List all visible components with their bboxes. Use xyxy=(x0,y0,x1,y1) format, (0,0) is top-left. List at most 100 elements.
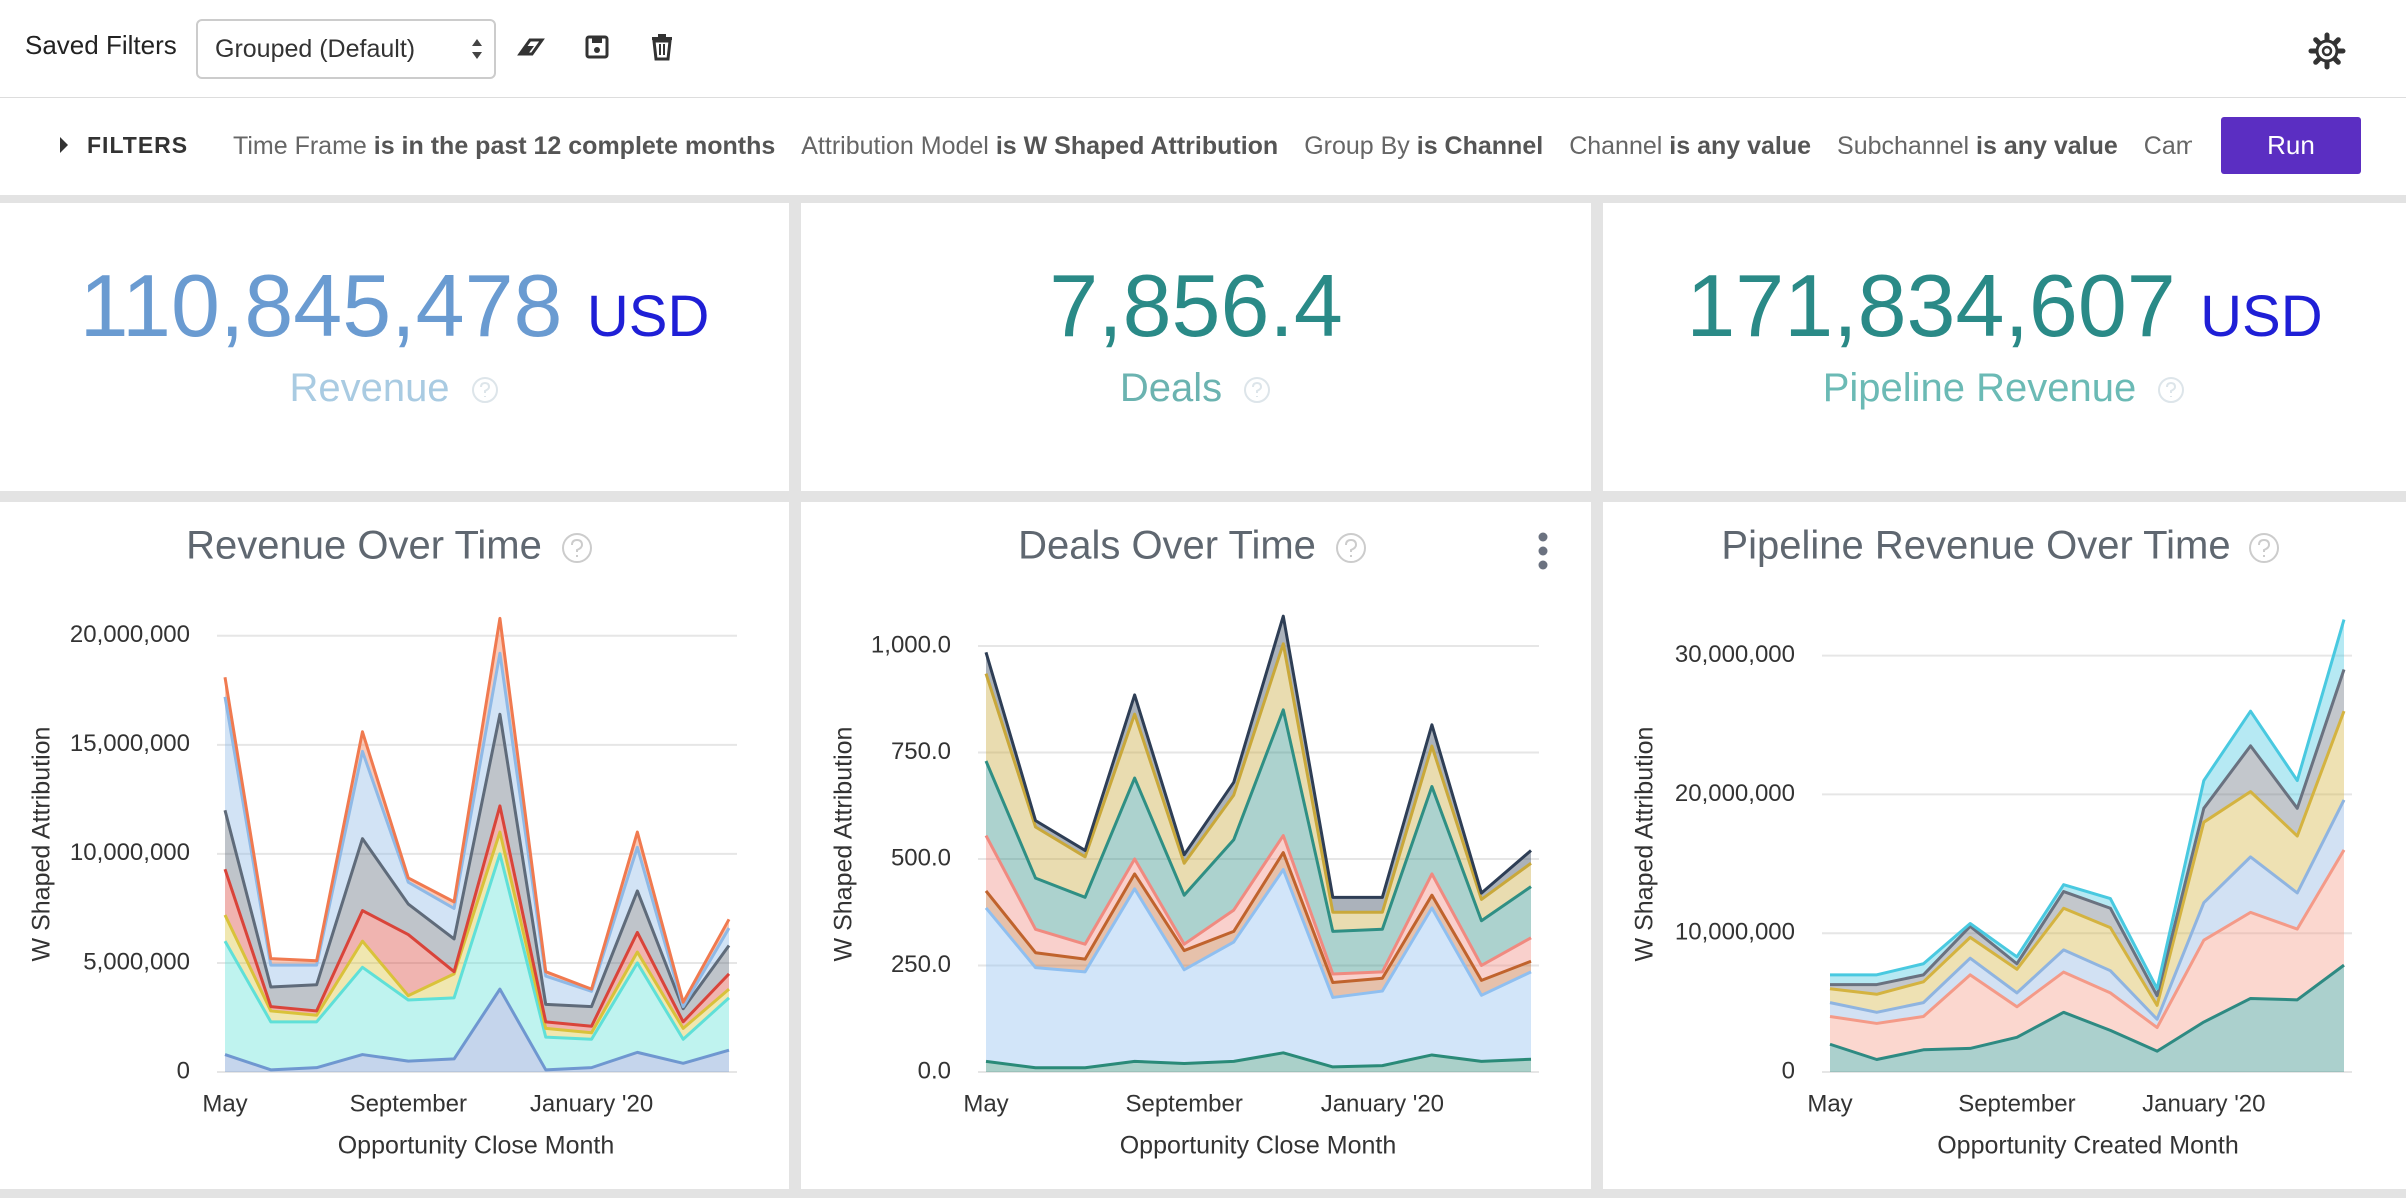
area-fill xyxy=(986,852,1531,998)
kpi-label-row: Deals xyxy=(801,368,1591,408)
kpi-label-row: Revenue xyxy=(0,368,789,408)
area-line xyxy=(1830,619,2346,991)
y-tick-label: 0 xyxy=(1782,1057,1795,1084)
chart: Deals Over Time Opportunity Close Month W … xyxy=(830,524,1539,1160)
filter-condition: is Channel xyxy=(1416,132,1544,160)
y-axis-title: W Shaped Attribution xyxy=(1631,727,1659,962)
filter-condition: is in the past 12 complete months xyxy=(373,132,776,160)
y-tick-label: 250.0 xyxy=(891,951,951,978)
chart-help-icons xyxy=(562,533,2279,563)
area-fill xyxy=(986,643,1531,932)
charts: Revenue Over Time Opportunity Close Month… xyxy=(28,524,2352,1160)
kpi-tile: 7,856.4 Deals xyxy=(801,203,1591,491)
filter-condition: is any value xyxy=(1669,132,1812,160)
kpi-tile: 110,845,478 USD Revenue xyxy=(0,203,789,491)
area-line xyxy=(984,851,1532,985)
chart-title: Deals Over Time xyxy=(1018,524,1316,568)
select-arrows xyxy=(472,39,482,59)
kpi-value-row: 7,856.4 xyxy=(801,262,1591,350)
delete-icon[interactable] xyxy=(650,33,674,61)
area-line xyxy=(1830,669,2346,998)
more-menu[interactable] xyxy=(1538,532,1548,570)
filter-item[interactable]: Time Frame is in the past 12 complete mo… xyxy=(233,132,775,161)
y-tick-label: 5,000,000 xyxy=(83,948,190,975)
area-fill xyxy=(1830,965,2344,1072)
kpi-value: 171,834,607 xyxy=(1686,256,2176,355)
settings-icon[interactable] xyxy=(2307,31,2347,71)
area-line xyxy=(1829,963,2345,1062)
y-axis-title: W Shaped Attribution xyxy=(830,727,858,962)
y-tick-label: 15,000,000 xyxy=(70,730,190,757)
run-button[interactable]: Run xyxy=(2221,117,2361,174)
x-tick-label: May xyxy=(202,1090,247,1117)
x-axis-title: Opportunity Close Month xyxy=(338,1132,615,1160)
area-fill xyxy=(986,869,1531,1068)
area-fills xyxy=(986,616,1531,1072)
clear-icon[interactable] xyxy=(516,34,546,60)
y-tick-label: 10,000,000 xyxy=(1675,919,1795,946)
x-tick-label: January '20 xyxy=(530,1090,653,1117)
y-tick-label: 20,000,000 xyxy=(70,621,190,648)
filter-condition: is any value xyxy=(1976,132,2118,160)
area-fill xyxy=(1830,849,2344,1060)
area-fill xyxy=(986,709,1531,975)
chart-tile xyxy=(1603,502,2406,1189)
chart-title: Pipeline Revenue Over Time xyxy=(1721,524,2230,568)
area-line xyxy=(985,1051,1532,1070)
area-line xyxy=(984,708,1532,933)
kpi-label: Deals xyxy=(1119,366,1223,410)
area-fills xyxy=(225,618,729,1072)
area-fill xyxy=(225,853,729,1070)
x-tick-label: January '20 xyxy=(2142,1090,2265,1117)
y-tick-label: 20,000,000 xyxy=(1675,780,1795,807)
y-tick-label: 0.0 xyxy=(918,1057,951,1084)
kpi-label-row: Pipeline Revenue xyxy=(1603,368,2406,408)
kpi-label: Revenue xyxy=(289,366,450,410)
area-fill xyxy=(225,653,729,1009)
x-tick-label: September xyxy=(1958,1090,2075,1117)
y-tick-label: 500.0 xyxy=(891,844,951,871)
kpi-unit: USD xyxy=(586,284,710,349)
filter-field: Time Frame xyxy=(233,132,367,160)
kpi-value: 7,856.4 xyxy=(1049,256,1343,355)
area-line xyxy=(1829,849,2346,1030)
area-line xyxy=(984,614,1532,899)
area-line xyxy=(1829,710,2346,1007)
chart: Revenue Over Time Opportunity Close Month… xyxy=(28,524,737,1160)
x-axis-title: Opportunity Close Month xyxy=(1120,1132,1397,1160)
save-icon[interactable] xyxy=(584,34,610,60)
y-axis-title: W Shaped Attribution xyxy=(28,727,56,962)
saved-filters-label: Saved Filters xyxy=(25,30,177,60)
kpi-value: 110,845,478 xyxy=(79,256,563,355)
filter-item[interactable]: Channel is any value xyxy=(1569,132,1811,161)
filters-caret xyxy=(60,137,68,153)
kpi-value-row: 110,845,478 USD xyxy=(0,262,789,350)
area-line xyxy=(984,834,1532,976)
kpi-value-row: 171,834,607 USD xyxy=(1603,262,2406,350)
filter-item[interactable]: Subchannel is any value xyxy=(1837,132,2118,161)
filter-item[interactable]: Attribution Model is W Shaped Attributio… xyxy=(801,132,1278,161)
filter-field: Attribution Model xyxy=(801,132,989,160)
filter-item[interactable]: Cam xyxy=(2144,132,2192,161)
area-line xyxy=(223,712,731,1011)
saved-filter-select[interactable]: Grouped (Default) xyxy=(196,19,496,79)
area-line xyxy=(984,642,1532,914)
help-icon[interactable] xyxy=(2156,375,2186,405)
area-lines xyxy=(223,616,731,1072)
kpi-label: Pipeline Revenue xyxy=(1822,366,2137,410)
y-tick-label: 1,000.0 xyxy=(871,631,951,658)
area-line xyxy=(984,868,1532,999)
filter-item[interactable]: Group By is Channel xyxy=(1304,132,1543,161)
filter-field: Channel xyxy=(1569,132,1663,160)
help-icon[interactable] xyxy=(470,375,500,405)
y-tick-label: 750.0 xyxy=(891,738,951,765)
help-icon[interactable] xyxy=(1242,375,1272,405)
area-lines xyxy=(984,614,1532,1070)
filters-toggle[interactable]: FILTERS xyxy=(87,132,189,158)
filter-list: Time Frame is in the past 12 complete mo… xyxy=(233,132,2192,161)
x-tick-label: September xyxy=(350,1090,467,1117)
area-fill xyxy=(225,832,729,1040)
area-line xyxy=(223,830,730,1035)
filter-bar: FILTERS Time Frame is in the past 12 com… xyxy=(0,98,2406,195)
